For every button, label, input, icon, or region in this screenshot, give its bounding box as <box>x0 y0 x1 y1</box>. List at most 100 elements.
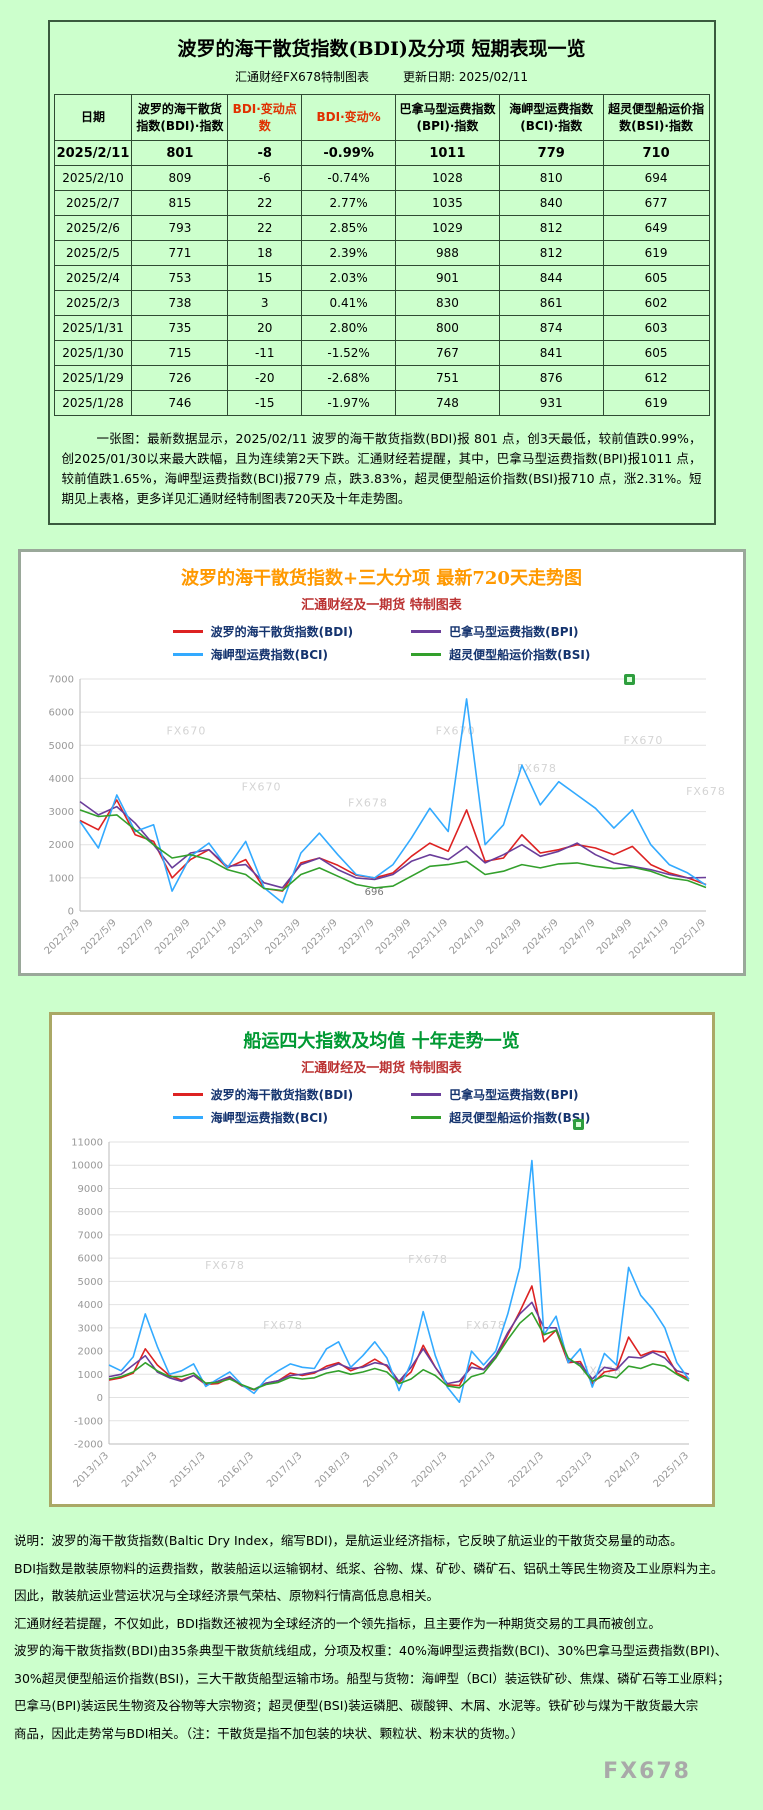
report-subtitle: 汇通财经FX678特制图表 更新日期: 2025/02/11 <box>54 68 710 85</box>
y-tick-label: 1000 <box>48 873 73 884</box>
y-tick-label: 6000 <box>48 708 73 719</box>
table-cell: 748 <box>395 390 500 416</box>
legend-item: 波罗的海干散货指数(BDI) <box>172 1086 354 1103</box>
table-cell: 812 <box>498 240 604 266</box>
chart-10y-card: 船运四大指数及均值 十年走势一览 汇通财经及一期货 特制图表 波罗的海干散货指数… <box>48 1012 715 1507</box>
x-tick-label: 2023/1/9 <box>226 917 266 957</box>
table-cell: 801 <box>131 140 229 166</box>
table-cell: 2.39% <box>301 240 397 266</box>
table-cell: 649 <box>602 215 710 241</box>
table-row: 2025/2/3 738 3 0.41% 830 861 602 <box>53 290 710 316</box>
x-tick-label: 2025/1/3 <box>651 1450 691 1490</box>
table-cell: 812 <box>498 215 604 241</box>
series-line <box>78 698 706 904</box>
table-cell: 2025/1/30 <box>53 340 133 366</box>
table-row: 2025/2/11 801 -8 -0.99% 1011 779 710 <box>53 140 710 166</box>
series-line <box>108 1311 689 1391</box>
table-cell: 840 <box>498 190 604 216</box>
table-row: 2025/2/4 753 15 2.03% 901 844 605 <box>53 265 710 291</box>
footer-line: 说明：波罗的海干散货指数(Baltic Dry Index，缩写BDI)，是航运… <box>14 1533 683 1548</box>
x-tick-label: 2022/11/9 <box>185 917 229 961</box>
y-tick-label: 4000 <box>77 1300 102 1311</box>
x-tick-label: 2013/1/3 <box>71 1450 111 1490</box>
table-cell: 3 <box>227 290 303 316</box>
table-cell: 2025/2/7 <box>53 190 133 216</box>
table-row: 2025/2/5 771 18 2.39% 988 812 619 <box>53 240 710 266</box>
table-cell: 861 <box>498 290 604 316</box>
watermark-text: FX678 <box>205 1259 245 1272</box>
report-card: 波罗的海干散货指数(BDI)及分项 短期表现一览 汇通财经FX678特制图表 更新… <box>47 20 716 525</box>
table-row: 2025/1/28 746 -15 -1.97% 748 931 619 <box>53 390 710 416</box>
table-cell: 1029 <box>395 215 500 241</box>
table-cell: -20 <box>227 365 303 391</box>
y-tick-label: -2000 <box>73 1440 102 1451</box>
table-header-cell: BDI·变动点数 <box>227 94 303 141</box>
legend-label: 海岬型运费指数(BCI) <box>210 1111 328 1125</box>
table-cell: 2025/1/28 <box>53 390 133 416</box>
chart-canvas: 010002000300040005000600070002022/3/9202… <box>42 675 724 962</box>
y-tick-label: 9000 <box>77 1184 102 1195</box>
chart-720d-title: 波罗的海干散货指数+三大分项 最新720天走势图 <box>181 568 582 589</box>
table-cell: -11 <box>227 340 303 366</box>
x-tick-label: 2020/1/3 <box>409 1450 449 1490</box>
table-body: 2025/2/11 801 -8 -0.99% 1011 779 710 2025/2/10 8… <box>53 140 710 416</box>
y-tick-label: 11000 <box>71 1138 103 1149</box>
report-source: 汇通财经FX678特制图表 <box>234 70 369 84</box>
chart-10y-legend: 波罗的海干散货指数(BDI) 巴拿马型运费指数(BPI) 海岬型运费指数(BCI) 超… <box>52 1086 712 1126</box>
green-badge-icon <box>623 674 635 685</box>
table-cell: 874 <box>498 315 604 341</box>
x-tick-label: 2024/11/9 <box>627 917 671 961</box>
chart-10y-subtitle: 汇通财经及一期货 特制图表 <box>301 1061 462 1076</box>
annotation-text: 696 <box>364 887 383 898</box>
chart-canvas: -2000 -1000 0 1000 2000 3000 4000 5000 6000 7000 8… <box>71 1138 691 1490</box>
table-cell: 602 <box>602 290 710 316</box>
x-tick-label: 2023/11/9 <box>406 917 450 961</box>
legend-label: 巴拿马型运费指数(BPI) <box>449 1088 579 1102</box>
table-header-cell: 日期 <box>53 94 133 141</box>
y-tick-label: 1000 <box>77 1370 102 1381</box>
fx678-watermark: FX678 <box>603 1759 691 1784</box>
table-cell: 751 <box>395 365 500 391</box>
table-cell: 746 <box>131 390 229 416</box>
table-cell: 2025/1/29 <box>53 365 133 391</box>
chart-720d-subtitle: 汇通财经及一期货 特制图表 <box>301 598 462 613</box>
x-tick-label: 2023/1/3 <box>554 1450 594 1490</box>
table-header-cell: 超灵便型船运价指数(BSI)·指数 <box>602 94 710 141</box>
x-tick-label: 2023/7/9 <box>337 917 377 957</box>
watermark-text: FX670 <box>435 725 475 738</box>
x-tick-label: 2024/1/9 <box>447 917 487 957</box>
table-cell: 830 <box>395 290 500 316</box>
y-tick-label: 10000 <box>71 1161 103 1172</box>
watermark-text: FX670 <box>166 725 206 738</box>
y-tick-label: 8000 <box>77 1207 102 1218</box>
x-tick-label: 2017/1/3 <box>264 1450 304 1490</box>
table-row: 2025/2/6 793 22 2.85% 1029 812 649 <box>53 215 710 241</box>
table-cell: 2.03% <box>301 265 397 291</box>
legend-item: 海岬型运费指数(BCI) <box>172 646 354 663</box>
chart-720d-plot: 0 1000 2000 3000 4000 5000 6000 7000 2022/3/9 202… <box>21 669 743 969</box>
table-cell: 22 <box>227 215 303 241</box>
legend-swatch <box>172 1116 203 1119</box>
table-cell: 605 <box>602 265 710 291</box>
y-tick-label: 5000 <box>77 1277 102 1288</box>
table-cell: 2025/1/31 <box>53 315 133 341</box>
legend-label: 超灵便型船运价指数(BSI) <box>449 1111 591 1125</box>
table-cell: 694 <box>602 165 710 191</box>
y-tick-label: 2000 <box>48 840 73 851</box>
green-badge-icon <box>572 1119 584 1130</box>
watermark-text: FX678 <box>348 797 388 810</box>
legend-label: 波罗的海干散货指数(BDI) <box>210 625 354 639</box>
footer-line: 波罗的海干散货指数(BDI)由35条典型干散货航线组成，分项及权重：40%海岬型… <box>14 1643 728 1658</box>
table-cell: 619 <box>602 390 710 416</box>
table-cell: -6 <box>227 165 303 191</box>
y-tick-label: 0 <box>96 1393 102 1404</box>
table-cell: 1035 <box>395 190 500 216</box>
table-cell: 2025/2/3 <box>53 290 133 316</box>
table-cell: 779 <box>498 140 604 166</box>
table-row: 2025/1/31 735 20 2.80% 800 874 603 <box>53 315 710 341</box>
table-cell: 800 <box>395 315 500 341</box>
legend-label: 波罗的海干散货指数(BDI) <box>210 1088 354 1102</box>
footer-line: 巴拿马(BPI)装运民生物资及谷物等大宗物资；超灵便型(BSI)装运磷肥、碳酸钾… <box>14 1698 699 1713</box>
report-update-date: 更新日期: 2025/02/11 <box>403 70 529 84</box>
x-tick-label: 2021/1/3 <box>458 1450 498 1490</box>
